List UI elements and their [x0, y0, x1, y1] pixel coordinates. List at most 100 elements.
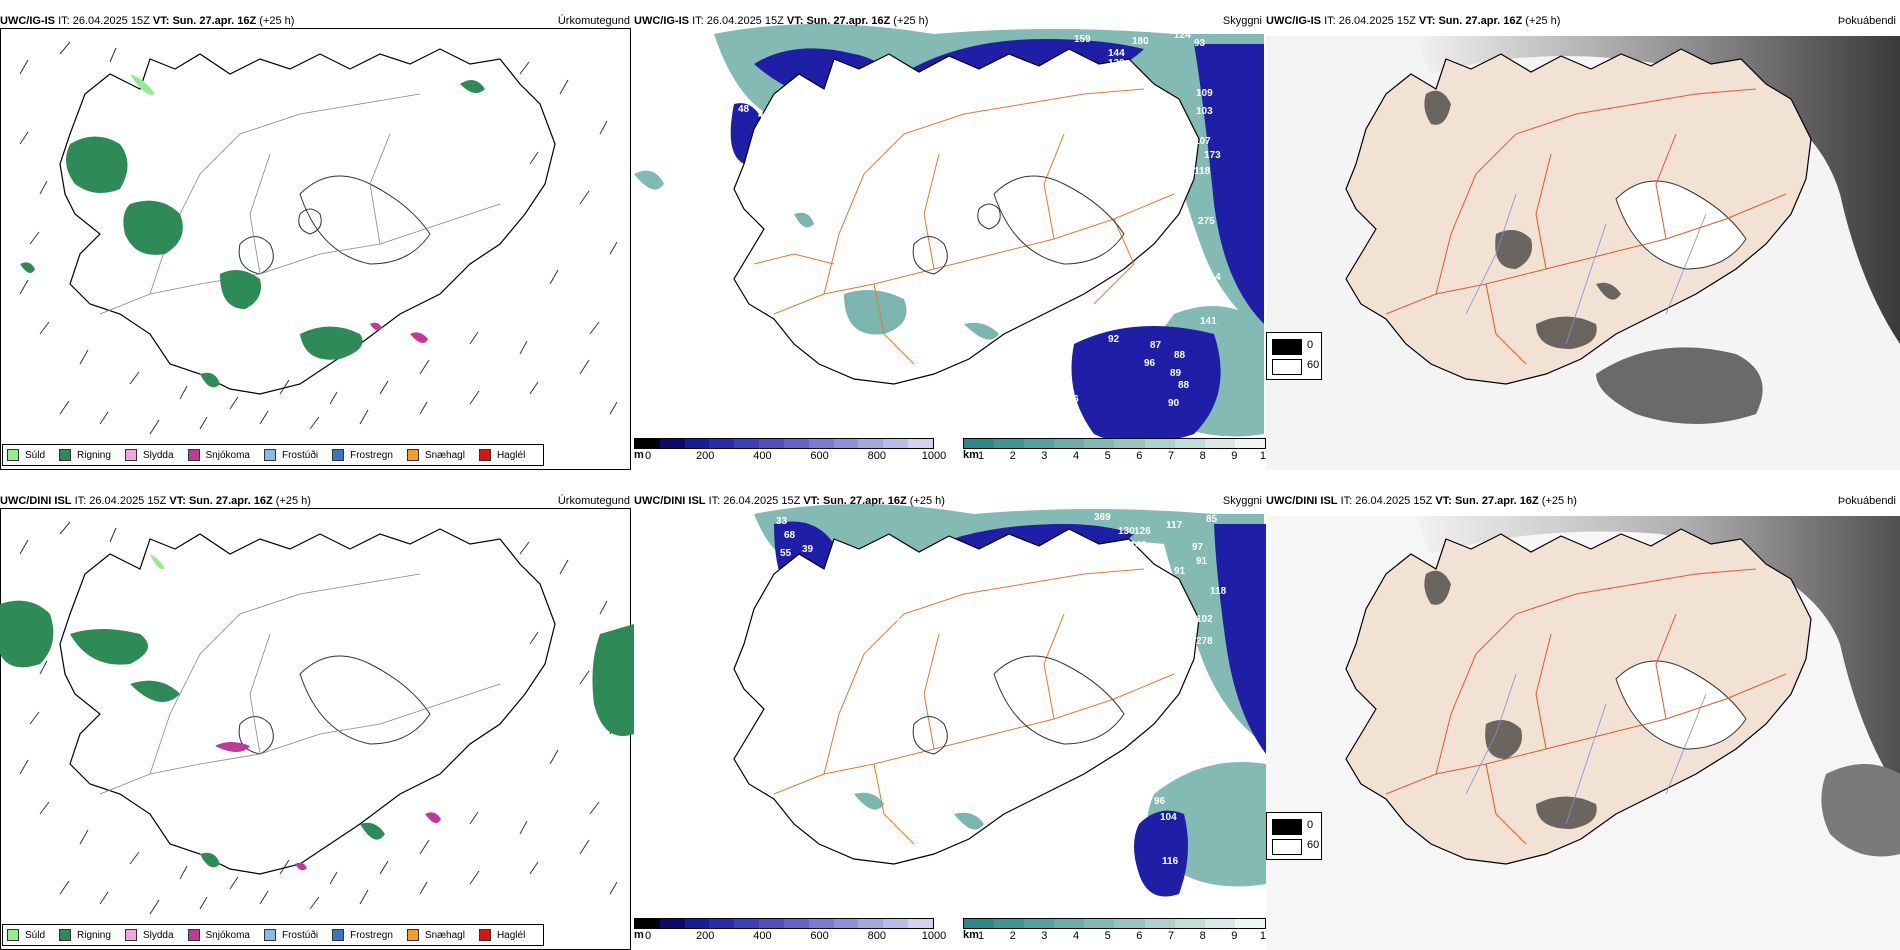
ceiling-ticks: 0 200 400 600 800 1000 — [645, 449, 946, 463]
fog-min-label: 0 — [1307, 819, 1314, 831]
colorbar-swatch — [994, 919, 1025, 928]
ceiling-value-label: 48 — [738, 104, 750, 115]
ceiling-value-label: 159 — [1074, 34, 1091, 45]
visibility-unit: km — [963, 449, 979, 461]
valid-time: Sun. 27.apr. 16Z — [1454, 495, 1539, 507]
fog-min-label: 0 — [1307, 339, 1314, 351]
ceiling-value-label: 18 — [834, 110, 846, 121]
glacier-outlines — [238, 655, 431, 755]
ceiling-value-label: 130 — [1118, 526, 1135, 537]
visibility-colorbar: km 1 2 3 4 5 6 7 8 9 10 — [963, 438, 1266, 468]
ceiling-unit: m — [634, 929, 644, 941]
precip-type-panel-bottom: UWC/DINI ISL IT: 26.04.2025 15Z VT: Sun.… — [0, 494, 634, 950]
colorbar-swatch — [994, 439, 1025, 448]
colorbar-swatch — [659, 919, 685, 928]
ceiling-value-label: 112 — [1178, 246, 1195, 257]
colorbar-swatch — [759, 439, 784, 448]
ceiling-value-label: 88 — [1178, 380, 1190, 391]
ceiling-value-label: 97 — [1034, 556, 1046, 567]
fog-index-panel-top: UWC/IG-IS IT: 26.04.2025 15Z VT: Sun. 27… — [1266, 14, 1900, 470]
iceland-landmass — [1345, 528, 1812, 865]
drizzle-areas — [150, 554, 165, 570]
iceland-precip-map — [0, 521, 634, 915]
colorbar-swatch — [1174, 439, 1205, 448]
colorbar-tick-label: 3 — [1041, 450, 1048, 462]
legend-item-snow: Snjókoma — [187, 929, 250, 941]
ceiling-value-label: 89 — [1170, 368, 1182, 379]
colorbar-swatch — [883, 439, 909, 448]
iceland-precip-map — [19, 41, 618, 435]
colorbar-swatch — [1174, 919, 1205, 928]
init-label: IT: — [58, 15, 70, 27]
panel-header: UWC/IG-IS IT: 26.04.2025 15Z VT: Sun. 27… — [634, 14, 1266, 28]
colorbar-swatch — [1204, 919, 1235, 928]
rain-areas — [0, 600, 634, 868]
fog-land-patches — [1424, 90, 1621, 349]
ceiling-value-label: 514 — [1204, 272, 1221, 283]
iceland-fog-map — [1266, 516, 1900, 950]
panel-header: UWC/DINI ISL IT: 26.04.2025 15Z VT: Sun.… — [634, 494, 1266, 508]
legend-swatch — [187, 929, 200, 941]
fog-land-patches — [1424, 570, 1597, 829]
ceiling-value-label: 91 — [1196, 556, 1208, 567]
ceiling-value-label: 118 — [984, 394, 1001, 405]
init-label: IT: — [74, 495, 87, 507]
ceiling-value-label: 98 — [1170, 588, 1182, 599]
legend-swatch — [187, 449, 200, 461]
legend-item-rain: Rigning — [59, 929, 111, 941]
colorbar-tick-label: 200 — [696, 930, 715, 942]
ceiling-value-labels: 369 130 126 117 85 140 97 91 91 98 118 102 278 33 68 55… — [776, 512, 1227, 891]
colorbar-swatch — [1144, 919, 1175, 928]
fog-dark-sea — [1416, 516, 1900, 794]
ceiling-value-label: 38 — [714, 78, 726, 89]
ceiling-value-label: 91 — [1174, 566, 1186, 577]
colorbar-swatch — [1114, 439, 1145, 448]
colorbar-tick-label: 600 — [810, 930, 829, 942]
ceiling-value-label: 111 — [1018, 80, 1034, 91]
ceiling-value-label: 117 — [960, 582, 977, 593]
legend-item-snow-pellets: Snæhagl — [406, 449, 465, 461]
colorbar-swatch — [734, 919, 760, 928]
colorbar-swatch — [759, 919, 784, 928]
valid-label: VT: — [1418, 15, 1436, 27]
colorbar-tick-label: 2 — [1009, 930, 1016, 942]
fog-max-label: 60 — [1307, 359, 1320, 371]
ceiling-value-label: 85 — [1008, 572, 1020, 583]
inland-low-visibility — [854, 792, 984, 830]
legend-swatch — [406, 449, 419, 461]
ceiling-value-label: 173 — [1204, 150, 1221, 161]
ceiling-value-label: 114 — [884, 614, 901, 625]
panel-title: Þokuábendi — [1837, 495, 1896, 507]
ceiling-value-label: 104 — [956, 340, 973, 351]
rain-areas — [20, 80, 485, 388]
colorbar-tick-label: 7 — [1167, 450, 1175, 462]
lead-time: (+25 h) — [1541, 495, 1577, 507]
valid-time: Sun. 27.apr. 16Z — [806, 15, 891, 27]
fog-max-swatch — [1272, 839, 1302, 855]
colorbar-tick-label: 3 — [1041, 930, 1048, 942]
legend-swatch — [332, 929, 345, 941]
roads — [753, 88, 1175, 365]
legend-swatch — [263, 929, 276, 941]
visibility-colorbar: km 1 2 3 4 5 6 7 8 9 10 — [963, 918, 1266, 948]
colorbar-swatch — [684, 919, 710, 928]
visibility-colorbar-swatches — [963, 918, 1266, 929]
colorbar-tick-label: 800 — [867, 930, 886, 942]
colorbar-swatch — [808, 919, 834, 928]
ceiling-value-label: 15 — [1174, 178, 1186, 189]
ceiling-value-label: 68 — [784, 530, 796, 541]
colorbar-tick-label: 4 — [1072, 930, 1080, 942]
panel-header: UWC/IG-IS IT: 26.04.2025 15Z VT: Sun. 27… — [0, 14, 634, 28]
colorbar-swatch — [709, 919, 735, 928]
colorbar-swatch — [635, 919, 660, 928]
legend-swatch — [59, 449, 72, 461]
ceiling-value-label: 285 — [794, 118, 811, 129]
glacier-outlines — [912, 175, 1125, 275]
inland-low-visibility — [794, 212, 999, 340]
ceiling-value-label: 102 — [1196, 614, 1213, 625]
ceiling-value-label: 60 — [832, 386, 844, 397]
ceiling-value-label: 96 — [1154, 796, 1166, 807]
ceiling-value-label: 41 — [832, 656, 844, 667]
